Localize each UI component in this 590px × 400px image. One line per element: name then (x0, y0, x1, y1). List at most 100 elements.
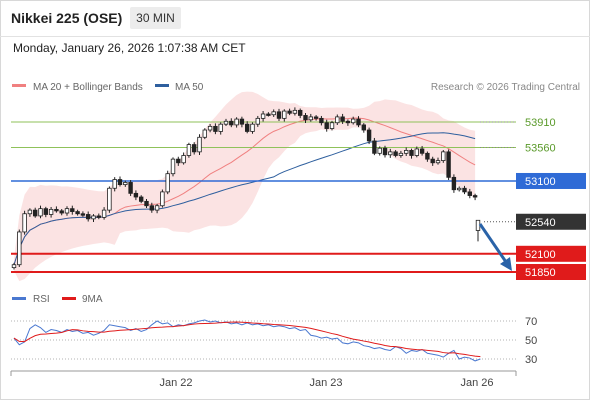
candle-body (441, 151, 446, 161)
candle-body (191, 144, 197, 153)
level-badge-53100 (516, 172, 586, 189)
ma20-legend-swatch (12, 84, 26, 87)
candle-body (335, 116, 340, 124)
candle-body (17, 231, 22, 266)
candle-body (250, 123, 255, 132)
x-label-jan23: Jan 23 (309, 377, 342, 389)
candle-body (260, 113, 266, 119)
candle-body (414, 148, 419, 156)
candle-body (133, 192, 139, 198)
timeframe-button[interactable]: 30 MIN (130, 7, 181, 29)
rsi-ma9-line (13, 321, 481, 358)
candle-body (329, 122, 335, 129)
candle-body (213, 125, 218, 132)
rsi-line (13, 319, 481, 362)
candle-body (282, 110, 287, 119)
candle-body (80, 213, 86, 216)
x-label-jan22: Jan 22 (159, 377, 192, 389)
candle-body (255, 117, 260, 125)
candle-body (271, 111, 276, 116)
candle-body (223, 120, 229, 125)
candle-body (75, 211, 80, 215)
candle-body (186, 144, 192, 156)
header-bar: Nikkei 225 (OSE) 30 MIN (0, 0, 590, 37)
candle-body (27, 209, 33, 215)
level-label-52540: 52540 (525, 217, 556, 229)
candle-body (382, 147, 388, 156)
candle-body (11, 264, 17, 269)
candle-body (393, 151, 398, 156)
candle-body (86, 214, 91, 220)
candle-body (292, 109, 298, 114)
candle-body (197, 136, 202, 153)
candle-body (446, 151, 451, 178)
candle-body (356, 118, 361, 126)
candle-body (181, 155, 186, 164)
candle-body (403, 149, 409, 154)
candle-body (372, 140, 377, 154)
candle-body (149, 205, 154, 211)
candle-body (101, 209, 107, 218)
rsi-legend-label: RSI (33, 294, 50, 305)
candle-body (388, 151, 393, 156)
rsi-level-label: 50 (525, 335, 537, 347)
rsi-legend-swatch (12, 297, 26, 300)
candle-body (303, 115, 308, 121)
candle-body (266, 113, 271, 116)
candle-body (297, 109, 303, 116)
candle-body (33, 209, 38, 217)
candle-body (128, 182, 133, 194)
candle-body (287, 110, 292, 114)
candle-body (123, 182, 128, 186)
candle-body (366, 129, 372, 142)
candle-body (117, 179, 123, 186)
candle-body (91, 215, 96, 220)
forecast-arrow (478, 223, 512, 271)
ma50-legend-swatch (155, 84, 169, 87)
source-credit: Research © 2026 Trading Central (431, 82, 580, 93)
ma9-legend-swatch (62, 297, 76, 300)
candle-body (377, 147, 382, 154)
candle-body (324, 122, 329, 129)
candle-body (313, 116, 319, 119)
level-badge-52100 (516, 245, 586, 262)
candle-body (54, 208, 59, 212)
candle-body (234, 118, 239, 126)
candle-body (425, 152, 430, 160)
candle-body (472, 195, 478, 198)
candle-body (64, 208, 70, 214)
candle-body (308, 116, 313, 121)
candle-body (467, 191, 472, 196)
candle-body (160, 191, 165, 207)
candle-body (244, 123, 250, 132)
candle-body (361, 124, 366, 131)
rsi-level-label: 30 (525, 354, 537, 366)
instrument-title: Nikkei 225 (OSE) (11, 10, 123, 26)
level-badge-current (516, 213, 586, 230)
candle-body (176, 158, 181, 164)
candle-body (456, 187, 462, 191)
candle-body (154, 205, 160, 211)
level-label-52100: 52100 (525, 249, 556, 261)
candle-body (165, 173, 170, 193)
candle-body (59, 210, 64, 214)
candle-body (96, 215, 101, 218)
candle-body (202, 129, 207, 138)
bollinger-band (14, 91, 476, 282)
candle-body (462, 187, 467, 193)
candle-body (239, 118, 245, 125)
candle-body (43, 208, 48, 215)
candle-body (22, 213, 27, 233)
candle-body (38, 208, 43, 217)
ma50-legend-label: MA 50 (175, 82, 204, 93)
candle-body (409, 149, 414, 156)
candle-body (112, 179, 117, 189)
candle-body (207, 125, 213, 131)
candle-body (319, 117, 324, 124)
candle-body (451, 176, 457, 191)
ma50-line (13, 132, 476, 265)
ma9-legend-label: 9MA (82, 294, 103, 305)
candle-body (70, 208, 75, 212)
candle-body (107, 187, 112, 211)
